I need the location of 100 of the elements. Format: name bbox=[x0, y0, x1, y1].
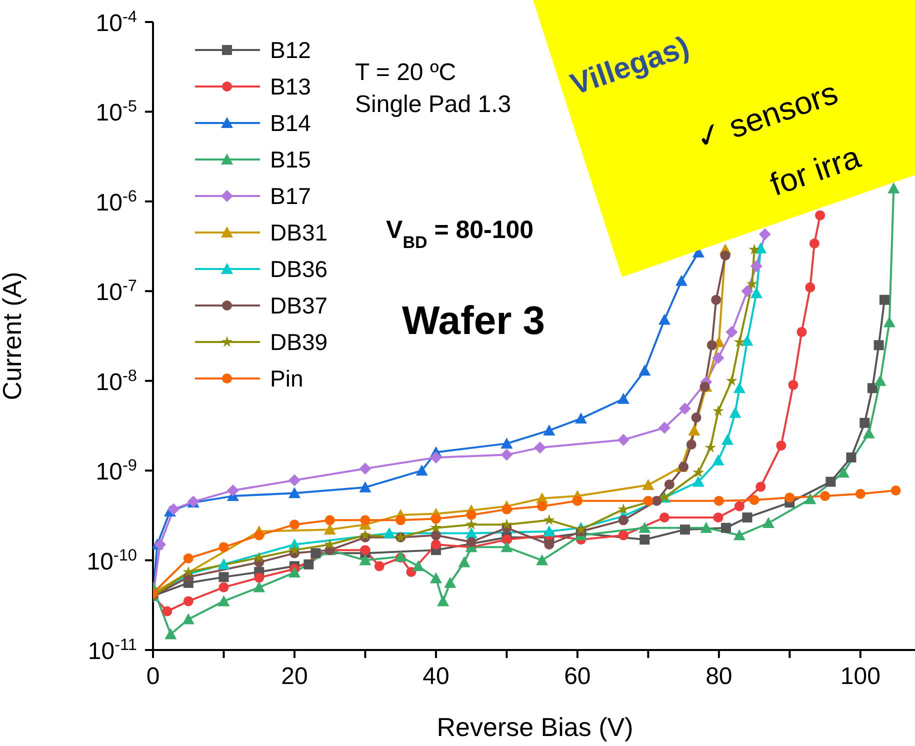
point bbox=[430, 539, 441, 550]
point bbox=[733, 529, 746, 540]
point bbox=[680, 524, 690, 535]
point bbox=[359, 462, 372, 475]
point bbox=[406, 567, 416, 578]
point bbox=[310, 548, 321, 558]
y-axis-title: Current (A) bbox=[0, 272, 28, 400]
point bbox=[888, 182, 900, 194]
point bbox=[288, 544, 300, 555]
point bbox=[466, 518, 478, 530]
point bbox=[360, 515, 370, 526]
point bbox=[253, 581, 266, 592]
point bbox=[430, 451, 442, 464]
point bbox=[796, 327, 807, 338]
point bbox=[536, 554, 548, 566]
point bbox=[846, 452, 856, 462]
point bbox=[572, 496, 582, 506]
point bbox=[500, 518, 512, 530]
point bbox=[809, 238, 820, 248]
x-tick-label: 0 bbox=[146, 663, 160, 690]
point bbox=[359, 481, 372, 492]
point bbox=[721, 522, 731, 533]
point bbox=[218, 595, 230, 606]
y-tick-label: 10$^{-8}$ bbox=[96, 366, 137, 396]
point bbox=[776, 440, 786, 451]
point bbox=[874, 374, 886, 386]
point bbox=[804, 493, 816, 504]
point bbox=[218, 572, 229, 582]
point bbox=[867, 383, 878, 394]
point bbox=[359, 554, 372, 566]
legend-label: DB36 bbox=[270, 256, 328, 282]
point bbox=[706, 340, 717, 350]
point bbox=[162, 606, 172, 616]
point bbox=[883, 316, 896, 328]
point bbox=[574, 412, 587, 424]
point bbox=[712, 352, 724, 364]
point bbox=[500, 438, 513, 449]
point bbox=[692, 466, 704, 478]
point bbox=[748, 244, 760, 255]
point bbox=[726, 326, 738, 338]
point bbox=[734, 501, 744, 512]
point bbox=[726, 374, 738, 386]
point bbox=[750, 260, 762, 272]
point bbox=[741, 285, 754, 298]
point bbox=[815, 210, 826, 220]
point bbox=[686, 440, 696, 450]
point bbox=[396, 515, 406, 526]
point bbox=[713, 512, 724, 522]
point bbox=[543, 424, 556, 436]
x-tick-label: 20 bbox=[281, 663, 308, 690]
point bbox=[466, 536, 476, 547]
point bbox=[254, 530, 264, 540]
point bbox=[721, 434, 734, 445]
point bbox=[711, 294, 722, 305]
point bbox=[874, 340, 884, 350]
point bbox=[862, 427, 875, 438]
x-tick-label: 100 bbox=[840, 663, 880, 690]
point bbox=[749, 494, 760, 505]
point bbox=[288, 487, 300, 498]
point bbox=[741, 334, 754, 346]
point bbox=[383, 527, 396, 538]
point bbox=[742, 512, 752, 522]
point bbox=[890, 485, 901, 496]
point bbox=[226, 484, 239, 496]
annotation: T = 20 ºC bbox=[355, 59, 456, 86]
point bbox=[652, 496, 662, 506]
point bbox=[659, 512, 670, 522]
legend-label: B12 bbox=[270, 37, 311, 63]
point bbox=[734, 336, 746, 348]
point bbox=[253, 552, 265, 563]
point bbox=[218, 558, 230, 570]
y-tick-label: 10$^{-9}$ bbox=[96, 456, 137, 486]
point bbox=[304, 559, 314, 570]
point bbox=[218, 542, 229, 552]
point bbox=[466, 510, 476, 520]
legend-label: DB39 bbox=[270, 329, 328, 355]
point bbox=[534, 442, 546, 454]
point bbox=[360, 545, 370, 556]
point bbox=[502, 534, 512, 545]
point bbox=[643, 496, 654, 506]
point bbox=[638, 522, 651, 533]
point bbox=[500, 541, 513, 552]
legend-label: B17 bbox=[270, 183, 311, 209]
point bbox=[430, 530, 441, 540]
point bbox=[658, 314, 670, 325]
y-tick-label: 10$^{-6}$ bbox=[96, 187, 137, 216]
point bbox=[729, 406, 742, 418]
y-tick-label: 10$^{-5}$ bbox=[96, 98, 137, 127]
point bbox=[182, 613, 194, 624]
x-tick-label: 80 bbox=[706, 663, 732, 690]
point bbox=[412, 560, 424, 572]
point bbox=[544, 539, 554, 550]
point bbox=[805, 282, 816, 292]
point bbox=[750, 287, 762, 298]
legend-label: B13 bbox=[270, 74, 311, 100]
x-tick-label: 60 bbox=[564, 663, 591, 690]
point bbox=[640, 534, 650, 545]
legend-label: DB31 bbox=[270, 220, 328, 246]
point bbox=[714, 496, 724, 506]
point bbox=[444, 576, 456, 588]
